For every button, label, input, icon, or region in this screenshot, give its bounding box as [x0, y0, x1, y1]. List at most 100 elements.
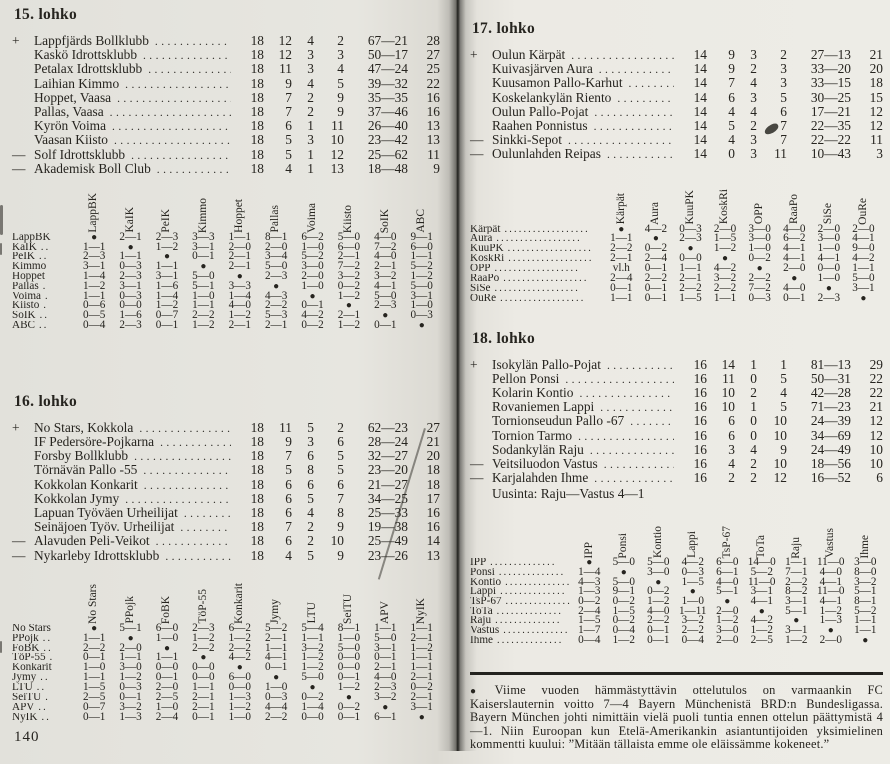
stat-value: 12 — [278, 33, 292, 48]
result-cell: 0—1 — [644, 291, 668, 304]
stat-value: 9 — [728, 47, 735, 62]
results-cross-table: LappBK KaIK PeIK Kimmo Hoppet Pallas Voima Kiis… — [12, 183, 440, 331]
stat-value: 14 — [426, 533, 440, 549]
dot-leader: ........................................… — [571, 50, 674, 62]
team-name: Seinäjoen Työv. Urheilijat — [34, 519, 175, 535]
result-cell: 1—1 — [785, 556, 808, 569]
bullet-icon: ● — [470, 685, 489, 697]
result-cell: 2—0 — [716, 633, 739, 646]
result-cell: 0—1 — [783, 291, 806, 304]
result-cell: 2—3 — [192, 621, 215, 634]
stat-value: 9 — [337, 89, 344, 105]
stat-value: 21—27 — [367, 476, 408, 492]
result-cell: 4—1 — [750, 595, 773, 608]
result-cell: 1—2 — [337, 289, 361, 302]
result-cell: 3—1 — [750, 585, 773, 598]
stat-value: 12 — [869, 103, 883, 119]
standings-table: + No Stars, Kokkola......................… — [12, 419, 440, 563]
result-cell: 9—1 — [612, 585, 635, 598]
result-cell: 5—0 — [301, 671, 324, 684]
stat-value: 8 — [307, 462, 314, 478]
stat-value: 16 — [426, 103, 440, 119]
team-name: Lapuan Työväen Urheilijat — [34, 504, 178, 520]
team-name: Rovaniemen Lappi — [492, 399, 595, 415]
results-cross-table: No Stars PPojk FoBK TöP-55 Konkarit Jymy LTU Se… — [12, 570, 440, 723]
result-cell: 0—1 — [155, 319, 179, 332]
result-cell: 4—0 — [228, 299, 251, 312]
team-name: Sinkki-Sepot — [492, 132, 562, 148]
diagonal-dot: ● — [345, 300, 352, 312]
row-label-dots: .................. — [494, 283, 580, 294]
stat-value: 11 — [279, 419, 292, 435]
result-cell: 2—4 — [610, 271, 633, 284]
standings-row: — Solf Idrottsklubb......................… — [12, 146, 440, 162]
result-cell: 0—1 — [119, 690, 142, 703]
result-cell: 0—1 — [644, 281, 668, 294]
result-cell: 1—3 — [119, 710, 142, 723]
result-cell: 2—0 — [155, 681, 179, 694]
stat-value: 13 — [426, 132, 440, 148]
row-label: Hoppet — [12, 272, 76, 282]
stat-value: 0 — [750, 427, 757, 443]
column-header-label: NyIK — [414, 597, 427, 624]
standings-row: + Lappfjärds Bollklubb...................… — [12, 33, 440, 48]
stat-value: 3 — [750, 89, 757, 105]
stat-value: 2 — [750, 455, 757, 471]
result-cell: 2—2 — [264, 710, 288, 723]
result-cell: 1—5 — [713, 232, 737, 245]
column-header-label: APV — [378, 600, 391, 624]
stat-value: 34—25 — [367, 490, 408, 506]
team-name: Alavuden Peli-Veikot — [34, 533, 150, 549]
result-cell: 2—5 — [155, 690, 179, 703]
result-cell: 3—1 — [852, 281, 875, 294]
stat-value: 18 — [250, 103, 264, 119]
stat-value: 21 — [426, 434, 440, 450]
row-label: TöP-55. — [12, 653, 76, 663]
row-label: KaIK.. — [12, 243, 76, 253]
stat-value: 10 — [773, 427, 787, 443]
diagonal-dot: ● — [127, 632, 134, 644]
diagonal-dot: ● — [827, 625, 834, 637]
team-name: Kuusamon Pallo-Karhut — [492, 75, 623, 91]
team-name: Tornionseudun Pallo -67 — [492, 413, 625, 429]
row-label: OPP.................. — [470, 264, 604, 274]
result-cell: 3—2 — [713, 271, 737, 284]
row-label-dots: . — [45, 692, 50, 703]
stat-value: 2 — [307, 103, 314, 119]
stat-value: 17 — [426, 490, 440, 506]
result-cell: 0—1 — [610, 281, 633, 294]
team-name: Solf Idrottsklubb — [34, 146, 126, 162]
row-label-dots: .............. — [505, 577, 572, 588]
result-cell: 0—1 — [83, 651, 106, 664]
stat-value: 4 — [337, 61, 344, 77]
result-cell: 2—1 — [374, 661, 397, 674]
diagonal-dot: ● — [91, 231, 98, 243]
stat-value: 5 — [285, 132, 292, 148]
result-cell: 2—5 — [83, 690, 106, 703]
column-header-label: Kärpät — [614, 193, 627, 225]
result-cell: 1—4 — [301, 700, 324, 713]
stat-value: 25—49 — [367, 533, 408, 549]
stat-value: 6 — [728, 413, 735, 429]
result-cell: 2—1 — [337, 309, 361, 322]
row-label-text: Kiisto — [12, 301, 40, 312]
row-label-dots: .................. — [508, 254, 594, 265]
column-header-label: OuRe — [856, 197, 869, 225]
column-header: Lappi — [676, 512, 711, 558]
standings-row: Seinäjoen Työv. Urheilijat..............… — [12, 519, 440, 535]
row-label-text: KuuPK — [470, 244, 504, 255]
result-cell: 1—2 — [750, 624, 773, 637]
result-cell: 1—0 — [301, 240, 324, 253]
stat-value: 16 — [693, 370, 707, 386]
row-label-text: KaIK — [12, 242, 37, 253]
standings-row: Oulun Pallo-Pojat.......................… — [470, 103, 883, 119]
result-cell: 6—2 — [783, 232, 806, 245]
column-header: Jymy — [258, 570, 294, 624]
result-cell: 3—0 — [119, 661, 142, 674]
column-header: FoBK — [149, 570, 185, 624]
result-cell: 6—0 — [228, 671, 251, 684]
stat-value: 13 — [426, 547, 440, 563]
diagonal-dot: ● — [689, 586, 696, 598]
result-cell: 1—4 — [578, 566, 601, 578]
result-cell: 2—3 — [119, 270, 142, 283]
